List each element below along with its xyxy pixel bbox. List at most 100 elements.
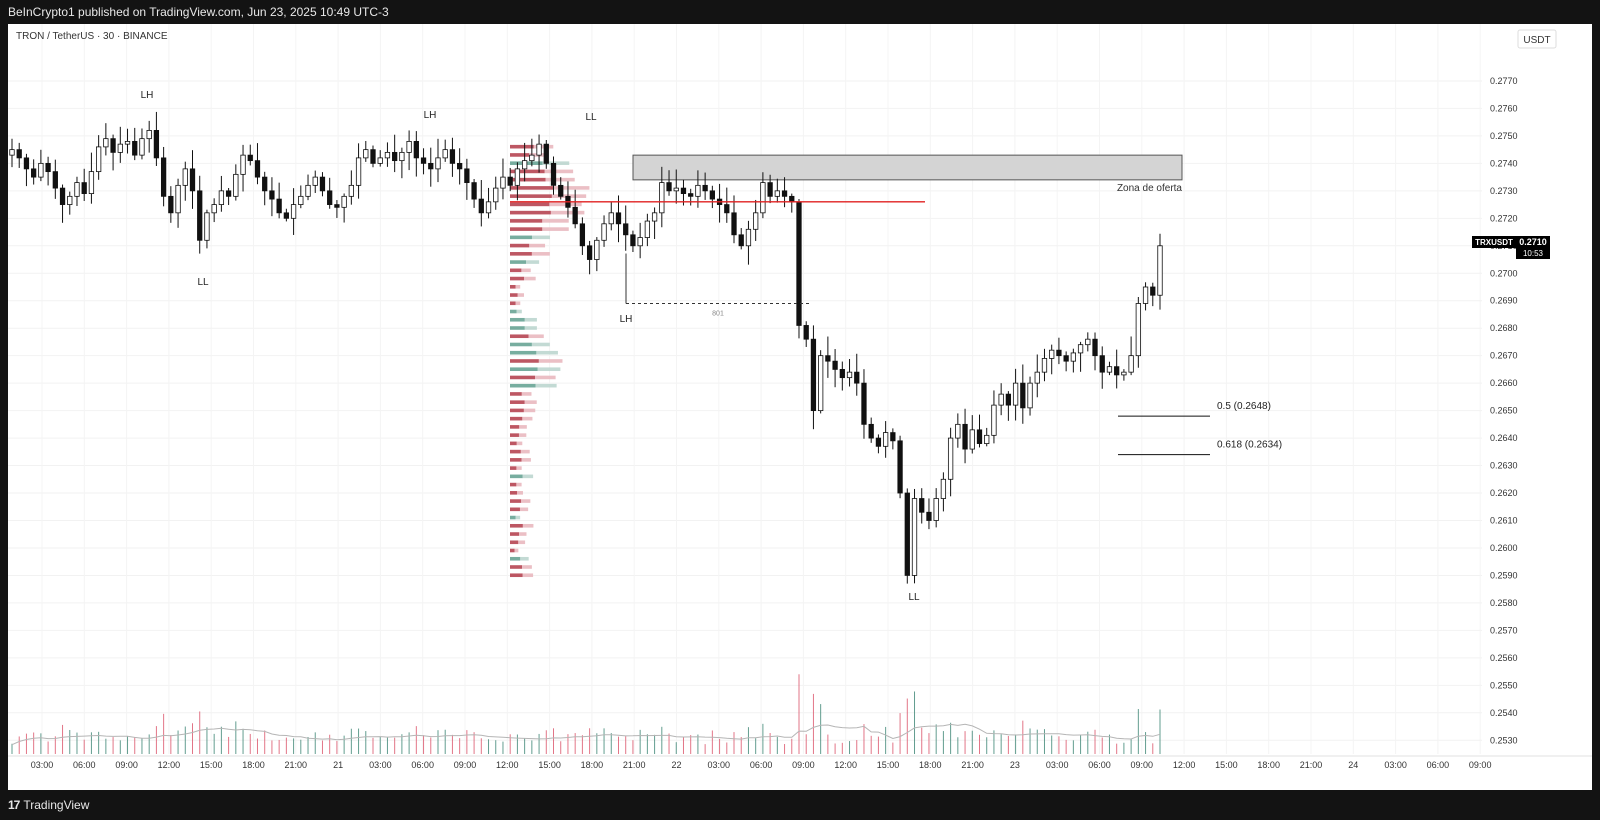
supply-zone-box[interactable] [632,154,1183,181]
profile-bar-light [518,433,527,437]
price-tick-label: 0.2770 [1490,76,1518,86]
fib-level-label: 0.5 (0.2648) [1217,401,1271,412]
last-price-value: 0.2710 [1519,237,1547,247]
fib-level-label: 0.618 (0.2634) [1217,440,1282,451]
profile-bar-light [522,565,532,569]
profile-bar-dark [510,309,517,314]
profile-bar-dark [510,375,536,380]
candle-body [269,190,275,200]
currency-label: USDT [1523,35,1550,46]
time-tick-label: 03:00 [708,760,731,770]
profile-bar-light [516,441,523,446]
footer-bar: 17 TradingView [0,790,1600,820]
candle-body [1012,382,1019,406]
time-tick-label: 03:00 [1046,760,1069,770]
candle-body [124,141,131,145]
swing-annotations: LH LL LH LH LL LL [141,90,920,603]
profile-bar-dark [510,556,521,561]
time-tick-label: 22 [671,760,681,770]
candle-body [9,149,15,156]
profile-bar-light [536,350,558,355]
candle-body [789,195,795,203]
candle-body [233,173,239,197]
candle-body [1063,355,1069,362]
candle-body [659,182,665,214]
price-tick-label: 0.2640 [1490,433,1518,443]
candle-body [832,360,838,370]
price-axis[interactable]: 0.2770 0.2760 0.2750 0.2740 0.2730 0.2720 0.27… [1490,76,1518,745]
candle-body [558,184,564,197]
candle-body [197,190,203,241]
profile-bar-light [522,474,534,479]
candle-body [507,176,513,186]
profile-bar-light [528,334,544,339]
candle-body [680,187,687,194]
profile-bar-light [520,556,529,561]
candle-body [962,423,968,450]
profile-bar-dark [510,416,523,421]
time-tick-label: 12:00 [496,760,519,770]
currency-button[interactable]: USDT [1517,29,1557,49]
profile-bar-dark [510,202,550,207]
profile-bar-light [531,235,550,240]
profile-bar-dark [510,474,523,479]
candle-body [594,239,600,260]
candle-body [399,151,405,162]
candle-body [550,162,557,186]
profile-bar-dark [510,433,519,437]
candle-body [666,182,672,192]
candle-body [998,393,1004,406]
candle-body [59,187,66,205]
profile-bar-dark [510,153,530,157]
time-tick-label: 15:00 [1215,760,1238,770]
candle-body [442,149,448,159]
candle-body [392,151,398,162]
candle-body [529,154,535,162]
candle-body [45,162,51,173]
candle-body [774,190,780,197]
profile-bar-light [517,491,523,495]
candle-body [312,176,318,186]
price-tick-label: 0.2560 [1490,653,1518,663]
fibonacci-levels[interactable]: 0.5 (0.2648) 0.618 (0.2634) [1118,401,1282,456]
profile-bar-light [514,548,519,553]
candle-body [514,168,521,186]
profile-bar-light [519,425,527,429]
candle-body [947,437,954,480]
profile-bar-dark [510,449,521,454]
time-tick-label: 09:00 [1131,760,1154,770]
candle-body [363,149,369,159]
tradingview-logo[interactable]: 17 TradingView [8,798,89,812]
time-tick-label: 23 [1010,760,1020,770]
time-tick-label: 03:00 [1384,760,1407,770]
profile-bar-dark [510,458,522,462]
profile-bar-dark [510,359,539,363]
candle-body [160,157,167,197]
candle-body [673,187,679,192]
price-tick-label: 0.2550 [1490,680,1518,690]
candle-body [276,198,282,214]
candle-body [182,168,188,186]
candle-body [139,138,145,156]
candle-body [341,195,347,208]
profile-bar-dark [510,350,537,355]
candle-body [478,198,484,214]
time-axis[interactable]: 03:00 06:00 09:00 12:00 15:00 18:00 21:00 21 03:… [31,760,1492,770]
candle-body [262,176,268,192]
ticker-label: TRXUSDT [1475,238,1513,247]
profile-bar-dark [510,235,532,240]
swing-label: LH [620,314,633,325]
time-tick-label: 15:00 [200,760,223,770]
candle-body [247,154,253,162]
profile-bar-light [545,177,575,182]
candle-body [117,143,123,153]
candle-body [1157,245,1163,296]
candle-body [449,149,456,164]
candle-body [1085,338,1091,346]
candlestick-chart[interactable]: Zona de oferta 801 0.5 (0.2648) 0.618 (0.… [8,24,1592,790]
chart-frame[interactable]: Zona de oferta 801 0.5 (0.2648) 0.618 (0.… [8,24,1592,790]
time-tick-label: 09:00 [792,760,815,770]
candle-body [882,432,889,447]
candle-body [413,141,419,159]
candle-body [132,141,138,156]
